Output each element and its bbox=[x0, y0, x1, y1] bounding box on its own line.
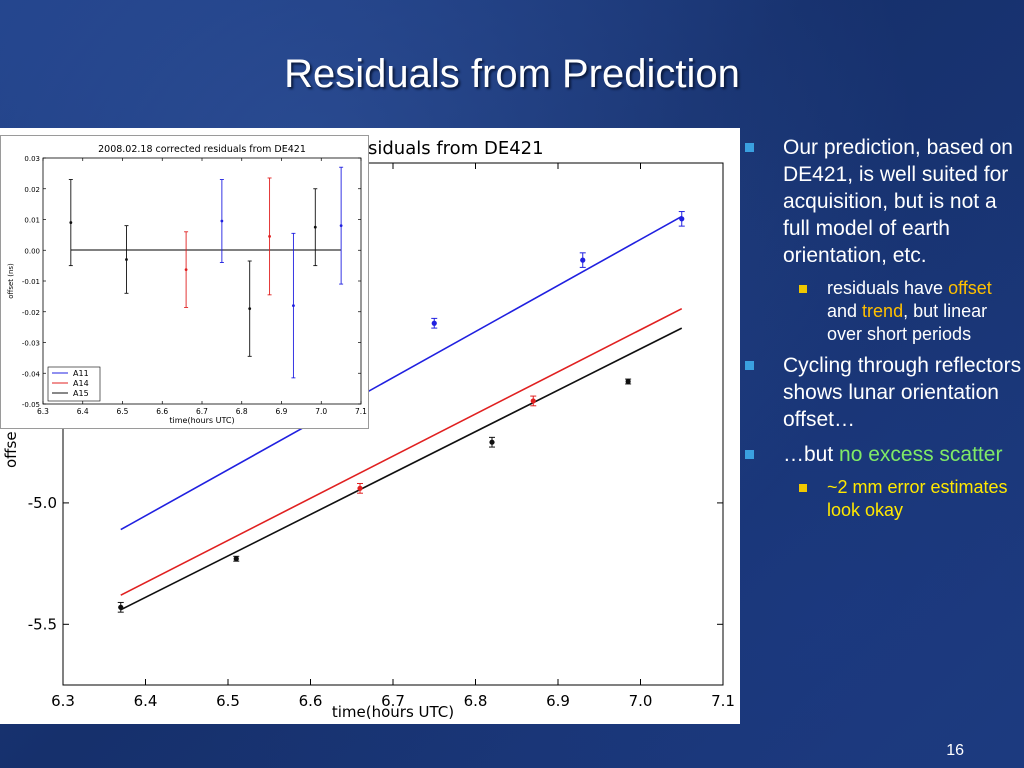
bullet-but-text: …but bbox=[783, 443, 840, 466]
main-x-tick-label: 6.6 bbox=[299, 692, 323, 710]
main-x-tick-label: 6.9 bbox=[546, 692, 570, 710]
main-x-axis-label: time(hours UTC) bbox=[332, 703, 454, 721]
main-y-tick-label: -5.0 bbox=[28, 494, 57, 512]
inset-y-tick-label: -0.02 bbox=[22, 309, 40, 317]
inset-y-tick-label: 0.02 bbox=[24, 186, 40, 194]
inset-chart-title: 2008.02.18 corrected residuals from DE42… bbox=[98, 144, 306, 155]
inset-x-tick-label: 6.3 bbox=[37, 407, 49, 416]
main-data-point bbox=[489, 439, 495, 445]
inset-data-point bbox=[125, 258, 128, 261]
inset-y-tick-label: -0.05 bbox=[22, 401, 40, 409]
subbullet-residuals: residuals have offset and trend, but lin… bbox=[745, 277, 1024, 346]
main-data-point bbox=[625, 378, 631, 385]
inset-data-point bbox=[69, 221, 73, 224]
inset-data-point bbox=[248, 307, 252, 311]
page-number: 16 bbox=[946, 742, 964, 759]
word-trend: trend bbox=[862, 301, 904, 321]
inset-x-tick-label: 6.8 bbox=[236, 407, 248, 416]
inset-y-tick-label: -0.01 bbox=[22, 278, 40, 286]
inset-y-axis-label: offset (ns) bbox=[7, 263, 15, 299]
inset-x-tick-label: 7.1 bbox=[355, 407, 367, 416]
bullet-cycling: Cycling through reflectors shows lunar o… bbox=[745, 352, 1024, 433]
legend-label-a11: A11 bbox=[73, 369, 89, 378]
main-fit-line bbox=[120, 307, 683, 596]
main-x-tick-label: 6.5 bbox=[216, 692, 240, 710]
main-data-point bbox=[530, 398, 536, 404]
bullet-square-icon bbox=[745, 143, 754, 152]
main-data-point bbox=[679, 216, 685, 222]
inset-y-tick-label: -0.03 bbox=[22, 340, 40, 348]
inset-data-point bbox=[339, 224, 343, 228]
main-x-tick-label: 6.3 bbox=[51, 692, 75, 710]
inset-residuals-chart: 6.3 6.4 6.5 6.6 6.7 6.8 6.9 7.0 7.1 0.03 0.02 0.01 0… bbox=[7, 144, 367, 425]
inset-x-tick-label: 7.0 bbox=[315, 407, 327, 416]
inset-data-point bbox=[313, 225, 317, 229]
main-x-tick-label: 6.8 bbox=[464, 692, 488, 710]
inset-x-tick-label: 6.9 bbox=[276, 407, 288, 416]
subbullet-residuals-pre: residuals have bbox=[827, 278, 949, 298]
inset-legend: A11 A14 A15 bbox=[47, 366, 101, 402]
inset-plot-frame bbox=[42, 157, 362, 405]
inset-x-axis-label: time(hours UTC) bbox=[169, 416, 234, 425]
main-x-tick-label: 7.1 bbox=[711, 692, 735, 710]
inset-y-tick-label: 0.00 bbox=[24, 247, 40, 255]
legend-label-a15: A15 bbox=[73, 389, 89, 398]
main-x-tick-label: 6.7 bbox=[381, 692, 405, 710]
slide-title: Residuals from Prediction bbox=[284, 52, 740, 96]
inset-x-tick-label: 6.7 bbox=[196, 407, 208, 416]
inset-data-point bbox=[220, 219, 224, 223]
inset-x-tick-label: 6.5 bbox=[117, 407, 129, 416]
inset-y-tick-label: 0.03 bbox=[24, 155, 40, 163]
main-chart-title: siduals from DE421 bbox=[368, 138, 544, 159]
main-data-point bbox=[431, 320, 437, 326]
main-x-tick-label: 6.4 bbox=[134, 692, 158, 710]
main-data-point bbox=[357, 485, 363, 491]
main-x-tick-label: 7.0 bbox=[629, 692, 653, 710]
subbullet-error-text: ~2 mm error estimates look okay bbox=[827, 477, 1008, 520]
bullet-prediction-text: Our prediction, based on DE421, is well … bbox=[783, 136, 1013, 267]
inset-x-tick-label: 6.6 bbox=[156, 407, 168, 416]
inset-y-tick-label: -0.04 bbox=[22, 370, 41, 378]
bullet-cycling-text: Cycling through reflectors shows lunar o… bbox=[783, 354, 1022, 431]
main-y-tick-label: -5.5 bbox=[28, 615, 57, 633]
inset-data-point bbox=[184, 268, 188, 272]
main-y-axis-label: offse bbox=[2, 431, 20, 468]
bullet-prediction: Our prediction, based on DE421, is well … bbox=[745, 134, 1024, 269]
subbullet-square-icon bbox=[799, 285, 807, 293]
main-data-point bbox=[233, 556, 239, 562]
bullet-square-icon bbox=[745, 450, 754, 459]
word-and: and bbox=[827, 301, 863, 321]
inset-data-point bbox=[268, 235, 271, 238]
legend-label-a14: A14 bbox=[73, 379, 89, 388]
inset-x-tick-label: 6.4 bbox=[77, 407, 89, 416]
word-offset: offset bbox=[948, 278, 992, 298]
bullet-no-excess-scatter: …but no excess scatter bbox=[745, 441, 1024, 468]
main-fit-line bbox=[120, 215, 683, 531]
subbullet-error-estimates: ~2 mm error estimates look okay bbox=[745, 476, 1024, 522]
inset-data-point bbox=[292, 304, 295, 307]
main-data-point bbox=[580, 257, 586, 263]
main-fit-line bbox=[120, 327, 683, 611]
no-excess-scatter-text: no excess scatter bbox=[839, 443, 1003, 466]
bullet-square-icon bbox=[745, 361, 754, 370]
subbullet-square-icon bbox=[799, 484, 807, 492]
inset-y-tick-label: 0.01 bbox=[24, 217, 40, 225]
inset-plot-panel: 6.3 6.4 6.5 6.6 6.7 6.8 6.9 7.0 7.1 0.03 0.02 0.01 0… bbox=[0, 135, 369, 429]
main-data-point bbox=[118, 604, 124, 610]
bullet-list: Our prediction, based on DE421, is well … bbox=[745, 134, 1024, 528]
subbullet-residuals-post: , but linear over short periods bbox=[827, 301, 988, 344]
